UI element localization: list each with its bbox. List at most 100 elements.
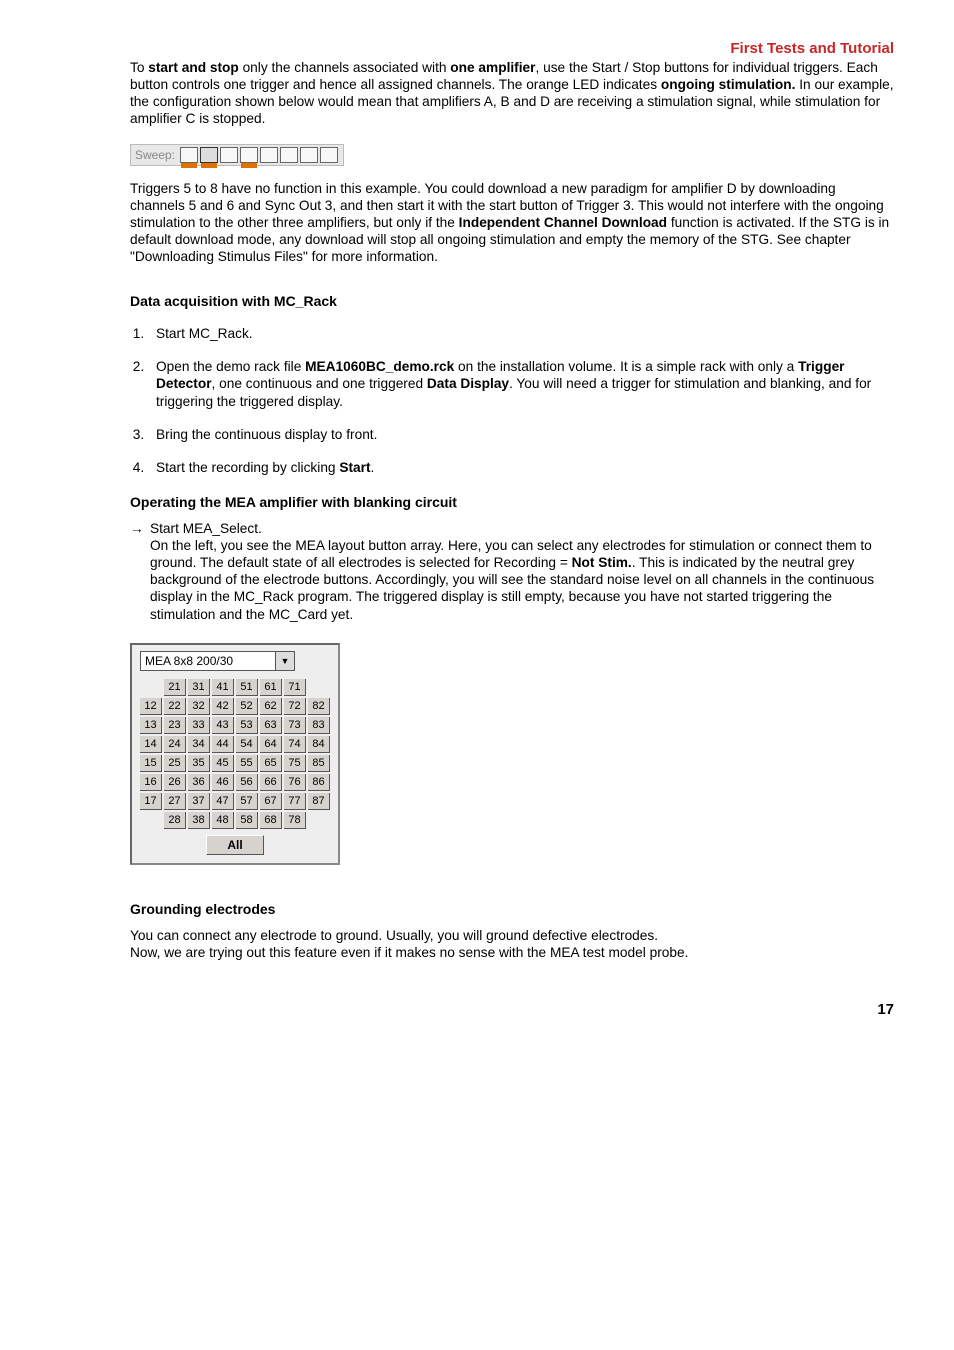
mea-electrode-button[interactable]: 68: [260, 812, 282, 829]
mea-electrode-button[interactable]: 62: [260, 698, 282, 715]
mea-electrode-button[interactable]: 57: [236, 793, 258, 810]
section-heading-data-acquisition: Data acquisition with MC_Rack: [130, 293, 894, 309]
mea-electrode-button[interactable]: 13: [140, 717, 162, 734]
mea-electrode-button[interactable]: 47: [212, 793, 234, 810]
mea-type-dropdown[interactable]: MEA 8x8 200/30 ▼: [140, 651, 295, 671]
mea-cell-empty: [308, 812, 330, 829]
mea-electrode-button[interactable]: 66: [260, 774, 282, 791]
mea-electrode-button[interactable]: 16: [140, 774, 162, 791]
mea-layout-panel: MEA 8x8 200/30 ▼ 21314151617112223242526…: [130, 643, 340, 865]
sweep-led: [320, 147, 338, 163]
mea-electrode-button[interactable]: 48: [212, 812, 234, 829]
mea-cell-empty: [140, 812, 162, 829]
text: , one continuous and one triggered: [212, 376, 427, 391]
mea-electrode-button[interactable]: 32: [188, 698, 210, 715]
mea-electrode-button[interactable]: 87: [308, 793, 330, 810]
mea-electrode-button[interactable]: 77: [284, 793, 306, 810]
sweep-led: [260, 147, 278, 163]
sweep-led: [200, 147, 218, 163]
mea-electrode-button[interactable]: 17: [140, 793, 162, 810]
mea-electrode-button[interactable]: 82: [308, 698, 330, 715]
mea-electrode-button[interactable]: 86: [308, 774, 330, 791]
mea-electrode-button[interactable]: 85: [308, 755, 330, 772]
mea-electrode-button[interactable]: 42: [212, 698, 234, 715]
paragraph-1: To start and stop only the channels asso…: [130, 59, 894, 128]
mea-cell-empty: [308, 679, 330, 696]
mea-electrode-button[interactable]: 36: [188, 774, 210, 791]
mea-electrode-button[interactable]: 78: [284, 812, 306, 829]
mea-electrode-button[interactable]: 75: [284, 755, 306, 772]
mea-electrode-button[interactable]: 24: [164, 736, 186, 753]
paragraph-3: You can connect any electrode to ground.…: [130, 927, 894, 961]
mea-electrode-button[interactable]: 28: [164, 812, 186, 829]
mea-type-value: MEA 8x8 200/30: [140, 651, 276, 671]
mea-electrode-button[interactable]: 73: [284, 717, 306, 734]
mea-electrode-button[interactable]: 43: [212, 717, 234, 734]
text: You can connect any electrode to ground.…: [130, 928, 658, 943]
text: .: [371, 460, 375, 475]
section-heading-operating-mea: Operating the MEA amplifier with blankin…: [130, 494, 894, 510]
arrow-icon: →: [130, 520, 150, 623]
bold-text: Data Display: [427, 376, 509, 391]
mea-electrode-button[interactable]: 76: [284, 774, 306, 791]
mea-electrode-button[interactable]: 26: [164, 774, 186, 791]
mea-electrode-button[interactable]: 61: [260, 679, 282, 696]
mea-electrode-button[interactable]: 72: [284, 698, 306, 715]
text: on the installation volume. It is a simp…: [454, 359, 798, 374]
mea-electrode-button[interactable]: 38: [188, 812, 210, 829]
step-3: Bring the continuous display to front.: [148, 426, 894, 443]
mea-electrode-button[interactable]: 27: [164, 793, 186, 810]
step-1: Start MC_Rack.: [148, 325, 894, 342]
mea-electrode-button[interactable]: 21: [164, 679, 186, 696]
mea-electrode-button[interactable]: 46: [212, 774, 234, 791]
mea-electrode-button[interactable]: 22: [164, 698, 186, 715]
mea-electrode-button[interactable]: 25: [164, 755, 186, 772]
text: To: [130, 60, 148, 75]
bold-text: Start: [339, 460, 370, 475]
mea-electrode-button[interactable]: 37: [188, 793, 210, 810]
mea-all-button[interactable]: All: [206, 835, 264, 855]
mea-electrode-button[interactable]: 12: [140, 698, 162, 715]
mea-electrode-button[interactable]: 33: [188, 717, 210, 734]
sweep-led: [280, 147, 298, 163]
mea-electrode-button[interactable]: 52: [236, 698, 258, 715]
mea-electrode-button[interactable]: 53: [236, 717, 258, 734]
mea-cell-empty: [140, 679, 162, 696]
mea-electrode-button[interactable]: 64: [260, 736, 282, 753]
step-2: Open the demo rack file MEA1060BC_demo.r…: [148, 358, 894, 409]
mea-electrode-button[interactable]: 56: [236, 774, 258, 791]
bold-text: Independent Channel Download: [459, 215, 667, 230]
mea-electrode-button[interactable]: 63: [260, 717, 282, 734]
mea-electrode-button[interactable]: 51: [236, 679, 258, 696]
text: only the channels associated with: [239, 60, 451, 75]
bold-text: ongoing stimulation.: [661, 77, 796, 92]
mea-electrode-button[interactable]: 41: [212, 679, 234, 696]
sweep-led: [240, 147, 258, 163]
mea-electrode-button[interactable]: 15: [140, 755, 162, 772]
mea-electrode-button[interactable]: 83: [308, 717, 330, 734]
mea-electrode-button[interactable]: 71: [284, 679, 306, 696]
mea-electrode-button[interactable]: 58: [236, 812, 258, 829]
mea-electrode-button[interactable]: 45: [212, 755, 234, 772]
paragraph-2: Triggers 5 to 8 have no function in this…: [130, 180, 894, 266]
mea-electrode-button[interactable]: 55: [236, 755, 258, 772]
mea-electrode-button[interactable]: 44: [212, 736, 234, 753]
mea-electrode-button[interactable]: 31: [188, 679, 210, 696]
mea-electrode-button[interactable]: 84: [308, 736, 330, 753]
mea-electrode-button[interactable]: 65: [260, 755, 282, 772]
mea-electrode-button[interactable]: 35: [188, 755, 210, 772]
text: Now, we are trying out this feature even…: [130, 945, 688, 960]
mea-electrode-button[interactable]: 74: [284, 736, 306, 753]
sweep-led: [220, 147, 238, 163]
mea-electrode-button[interactable]: 14: [140, 736, 162, 753]
mea-electrode-button[interactable]: 67: [260, 793, 282, 810]
mea-electrode-button[interactable]: 54: [236, 736, 258, 753]
mea-electrode-button[interactable]: 34: [188, 736, 210, 753]
chevron-down-icon[interactable]: ▼: [276, 651, 295, 671]
mea-electrode-button[interactable]: 23: [164, 717, 186, 734]
page-section-title: First Tests and Tutorial: [130, 40, 894, 57]
arrow-step: → Start MEA_Select. On the left, you see…: [130, 520, 894, 623]
mea-electrode-grid: 213141516171 1222324252627282 132333435363…: [140, 679, 330, 829]
sweep-label: Sweep:: [135, 148, 175, 162]
bold-text: one amplifier: [450, 60, 535, 75]
